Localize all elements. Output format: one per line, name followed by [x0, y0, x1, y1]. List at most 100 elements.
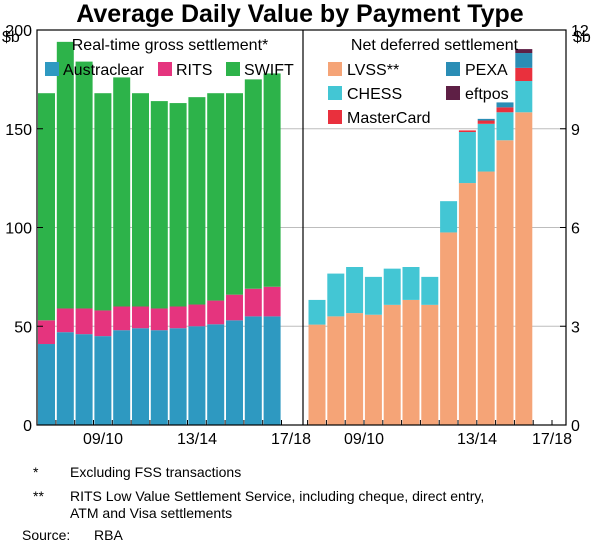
- left-y-tick-100: 100: [5, 221, 32, 238]
- rtgs-bar-austraclear-2008-09: [94, 336, 112, 425]
- right-y-tick-6: 6: [571, 221, 580, 238]
- nds-bar-lvss-2008-09: [346, 313, 364, 425]
- nds-bar-mastercard-2017-18: [515, 67, 533, 82]
- rtgs-bar-swift-2006-07: [56, 41, 74, 309]
- rtgs-legend-label-swift: SWIFT: [244, 62, 294, 79]
- nds-bar-pexa-2016-17: [496, 102, 514, 108]
- right-y-tick-3: 3: [571, 319, 580, 336]
- rtgs-panel-title: Real-time gross settlement*: [72, 37, 269, 54]
- rtgs-bar-rits-2012-13: [169, 306, 187, 329]
- rtgs-bar-rits-2009-10: [113, 306, 131, 331]
- nds-legend-label-pexa: PEXA: [465, 62, 508, 79]
- nds-bar-lvss-2010-11: [383, 304, 401, 425]
- rtgs-bar-rits-2017-18: [263, 286, 281, 317]
- nds-bar-lvss-2011-12: [402, 299, 420, 425]
- rtgs-bar-swift-2012-13: [169, 103, 187, 307]
- right-y-tick-12: 12: [571, 23, 589, 40]
- nds-bar-chess-2016-17: [496, 112, 514, 141]
- nds-bar-chess-2009-10: [364, 276, 382, 315]
- left-y-tick-0: 0: [23, 418, 32, 435]
- rtgs-bar-rits-2016-17: [244, 288, 262, 317]
- rtgs-bar-austraclear-2009-10: [113, 330, 131, 425]
- rtgs-bar-swift-2007-08: [75, 61, 93, 309]
- nds-bar-chess-2006-07: [308, 299, 326, 325]
- nds-bar-lvss-2015-16: [477, 171, 495, 425]
- rtgs-x-tick-17-18: 17/18: [271, 431, 311, 448]
- rtgs-bar-austraclear-2010-11: [132, 328, 149, 425]
- plot-frame: [36, 29, 567, 426]
- rtgs-bar-swift-2015-16: [226, 93, 243, 295]
- nds-bar-lvss-2014-15: [458, 183, 476, 425]
- right-y-unit: $b: [573, 29, 591, 46]
- nds-x-tick-17-18: 17/18: [532, 431, 572, 448]
- rtgs-legend-swatch-austraclear: [45, 62, 59, 76]
- nds-legend-swatch-eftpos: [446, 86, 460, 100]
- right-y-tick-0: 0: [571, 418, 580, 435]
- nds-legend-swatch-mastercard: [328, 110, 342, 124]
- rtgs-bar-austraclear-2014-15: [207, 324, 225, 425]
- rtgs-bar-swift-2010-11: [132, 93, 149, 307]
- rtgs-bar-rits-2008-09: [94, 310, 112, 337]
- nds-bar-chess-2014-15: [458, 132, 476, 184]
- nds-bar-lvss-2012-13: [421, 304, 439, 425]
- rtgs-bar-rits-2014-15: [207, 300, 225, 325]
- left-y-unit: $b: [2, 29, 20, 46]
- rtgs-bar-rits-2005-06: [38, 320, 55, 345]
- rtgs-bar-austraclear-2011-12: [150, 330, 168, 425]
- rtgs-bar-rits-2011-12: [150, 308, 168, 331]
- rtgs-bar-rits-2010-11: [132, 306, 149, 329]
- nds-bar-lvss-2013-14: [440, 232, 458, 425]
- chart-title: Average Daily Value by Payment Type: [76, 0, 524, 28]
- nds-bar-pexa-2015-16: [477, 118, 495, 121]
- nds-bar-lvss-2009-10: [364, 314, 382, 425]
- nds-bar-lvss-2016-17: [496, 140, 514, 426]
- rtgs-legend-label-austraclear: Austraclear: [63, 62, 145, 79]
- nds-legend-label-mastercard: MasterCard: [347, 110, 431, 127]
- nds-bar-mastercard-2014-15: [458, 130, 476, 133]
- rtgs-bar-swift-2005-06: [38, 93, 55, 321]
- nds-bar-mastercard-2016-17: [496, 107, 514, 113]
- rtgs-bar-rits-2007-08: [75, 308, 93, 335]
- nds-legend-label-lvss: LVSS**: [347, 62, 399, 79]
- rtgs-bar-swift-2008-09: [94, 93, 112, 311]
- rtgs-bar-austraclear-2007-08: [75, 334, 93, 425]
- rtgs-bar-rits-2013-14: [188, 304, 206, 327]
- nds-x-tick-09-10: 09/10: [344, 431, 384, 448]
- rtgs-bar-austraclear-2005-06: [38, 344, 55, 425]
- nds-bar-lvss-2006-07: [308, 324, 326, 425]
- rtgs-bar-rits-2015-16: [226, 294, 243, 321]
- rtgs-legend-label-rits: RITS: [176, 62, 212, 79]
- rtgs-bar-rits-2006-07: [56, 308, 74, 333]
- nds-bar-chess-2015-16: [477, 123, 495, 172]
- nds-x-tick-13-14: 13/14: [457, 431, 497, 448]
- nds-bar-chess-2012-13: [421, 276, 439, 305]
- left-y-tick-150: 150: [5, 122, 32, 139]
- nds-legend-swatch-lvss: [328, 62, 342, 76]
- nds-bar-mastercard-2015-16: [477, 120, 495, 124]
- nds-bar-pexa-2017-18: [515, 53, 533, 68]
- rtgs-bar-austraclear-2017-18: [263, 316, 281, 425]
- nds-legend-swatch-pexa: [446, 62, 460, 76]
- rtgs-legend-swatch-swift: [226, 62, 240, 76]
- nds-legend-label-chess: CHESS: [347, 86, 402, 103]
- rtgs-bar-austraclear-2016-17: [244, 316, 262, 425]
- nds-panel-title: Net deferred settlement: [351, 37, 519, 54]
- rtgs-bar-swift-2013-14: [188, 97, 206, 305]
- nds-bar-lvss-2007-08: [327, 316, 345, 425]
- nds-bar-chess-2011-12: [402, 267, 420, 300]
- nds-bar-chess-2008-09: [346, 267, 364, 314]
- rtgs-bar-austraclear-2013-14: [188, 326, 206, 425]
- nds-bar-lvss-2017-18: [515, 112, 533, 426]
- rtgs-legend-swatch-rits: [158, 62, 172, 76]
- nds-legend-label-eftpos: eftpos: [465, 86, 509, 103]
- rtgs-bar-swift-2017-18: [263, 73, 281, 287]
- nds-bar-chess-2013-14: [440, 201, 458, 233]
- rtgs-bar-austraclear-2015-16: [226, 320, 243, 425]
- rtgs-bar-swift-2014-15: [207, 93, 225, 301]
- nds-bar-chess-2007-08: [327, 273, 345, 317]
- left-y-tick-50: 50: [14, 319, 32, 336]
- rtgs-bar-austraclear-2012-13: [169, 328, 187, 425]
- left-y-tick-200: 200: [5, 23, 32, 40]
